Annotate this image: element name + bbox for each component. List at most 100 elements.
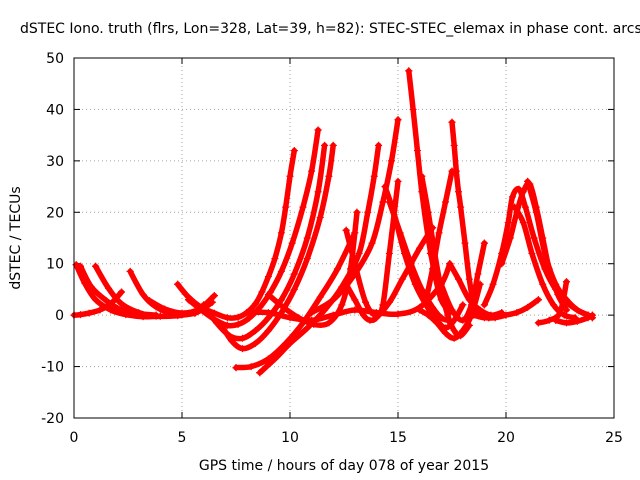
data-point xyxy=(303,324,311,332)
data-point xyxy=(379,198,387,206)
plot-frame xyxy=(73,57,615,419)
arc-end-point xyxy=(394,116,402,124)
data-point xyxy=(351,270,359,278)
data-point xyxy=(552,280,560,288)
data-point xyxy=(258,288,266,296)
data-point xyxy=(338,301,346,309)
data-point xyxy=(413,147,421,155)
data-point xyxy=(303,234,311,242)
data-point xyxy=(234,320,242,328)
data-point xyxy=(450,141,458,149)
data-point xyxy=(271,255,279,263)
arc-end-point xyxy=(243,309,251,317)
data-point xyxy=(372,314,380,322)
series-arc-30 xyxy=(511,203,579,322)
arc-end-point xyxy=(534,296,542,304)
arc-end-point xyxy=(534,319,542,327)
y-tick-label: 0 xyxy=(55,308,64,324)
data-point xyxy=(435,229,443,237)
series-arc-27 xyxy=(470,296,542,322)
data-point xyxy=(197,306,205,314)
data-point xyxy=(461,239,469,247)
arc-end-point xyxy=(470,311,478,319)
data-point xyxy=(264,309,272,317)
data-point xyxy=(286,172,294,180)
data-point xyxy=(152,312,160,320)
arc-end-point xyxy=(394,177,402,185)
data-point xyxy=(351,306,359,314)
arc-end-point xyxy=(381,183,389,191)
arc-end-point xyxy=(329,141,337,149)
arc-end-point xyxy=(480,301,488,309)
data-point xyxy=(532,208,540,216)
data-point xyxy=(476,306,484,314)
data-point xyxy=(329,296,337,304)
data-point xyxy=(105,284,113,292)
data-point xyxy=(314,188,322,196)
data-point xyxy=(223,321,231,329)
data-point xyxy=(541,249,549,257)
data-point xyxy=(444,311,452,319)
data-point xyxy=(329,311,337,319)
x-tick-label: 10 xyxy=(281,430,299,446)
data-point xyxy=(491,314,499,322)
data-point xyxy=(459,316,467,324)
data-point xyxy=(528,249,536,257)
data-point xyxy=(223,314,231,322)
data-point xyxy=(513,309,521,317)
plot-area xyxy=(70,67,596,377)
data-point xyxy=(251,327,259,335)
data-point xyxy=(303,255,311,263)
data-point xyxy=(379,301,387,309)
series-line xyxy=(265,209,360,328)
y-tick-label: 40 xyxy=(46,102,64,118)
data-point xyxy=(277,267,285,275)
data-point xyxy=(452,167,460,175)
data-point xyxy=(325,319,333,327)
data-point xyxy=(416,244,424,252)
arc-end-point xyxy=(498,260,506,268)
arc-end-point xyxy=(385,198,393,206)
arc-end-point xyxy=(405,67,413,75)
arc-end-point xyxy=(217,320,225,328)
data-point xyxy=(316,213,324,221)
series-line xyxy=(77,263,159,318)
data-point xyxy=(308,316,316,324)
data-point xyxy=(280,303,288,311)
axes: 0 5 10 15 20 25 -20 -10 0 10 20 30 40 50 xyxy=(41,51,623,446)
data-point xyxy=(351,296,359,304)
series-arc-24 xyxy=(448,118,493,322)
x-tick-label: 5 xyxy=(178,430,187,446)
data-point xyxy=(234,313,242,321)
data-point xyxy=(573,306,581,314)
data-point xyxy=(524,303,532,311)
data-point xyxy=(433,319,441,327)
arc-end-point xyxy=(446,260,454,268)
data-point xyxy=(118,300,126,308)
data-point xyxy=(346,265,354,273)
series-arc-33 xyxy=(552,311,596,327)
data-point xyxy=(370,172,378,180)
series-arc-26 xyxy=(426,239,488,324)
data-point xyxy=(508,193,516,201)
data-point xyxy=(277,296,285,304)
data-point xyxy=(474,270,482,278)
arc-end-point xyxy=(375,141,383,149)
data-point xyxy=(467,301,475,309)
arc-end-point xyxy=(480,239,488,247)
data-point xyxy=(429,303,437,311)
arc-end-point xyxy=(146,297,154,305)
y-tick-label: 10 xyxy=(46,257,64,273)
series-arc-25 xyxy=(446,260,506,319)
data-point xyxy=(480,314,488,322)
data-point xyxy=(355,249,363,257)
arc-end-point xyxy=(448,118,456,126)
data-point xyxy=(282,203,290,211)
data-point xyxy=(442,329,450,337)
data-point xyxy=(135,309,143,317)
series-arc-07 xyxy=(174,147,298,322)
data-point xyxy=(76,311,84,319)
x-tick-label: 20 xyxy=(497,430,515,446)
arc-end-point xyxy=(353,208,361,216)
arc-end-point xyxy=(256,369,264,377)
